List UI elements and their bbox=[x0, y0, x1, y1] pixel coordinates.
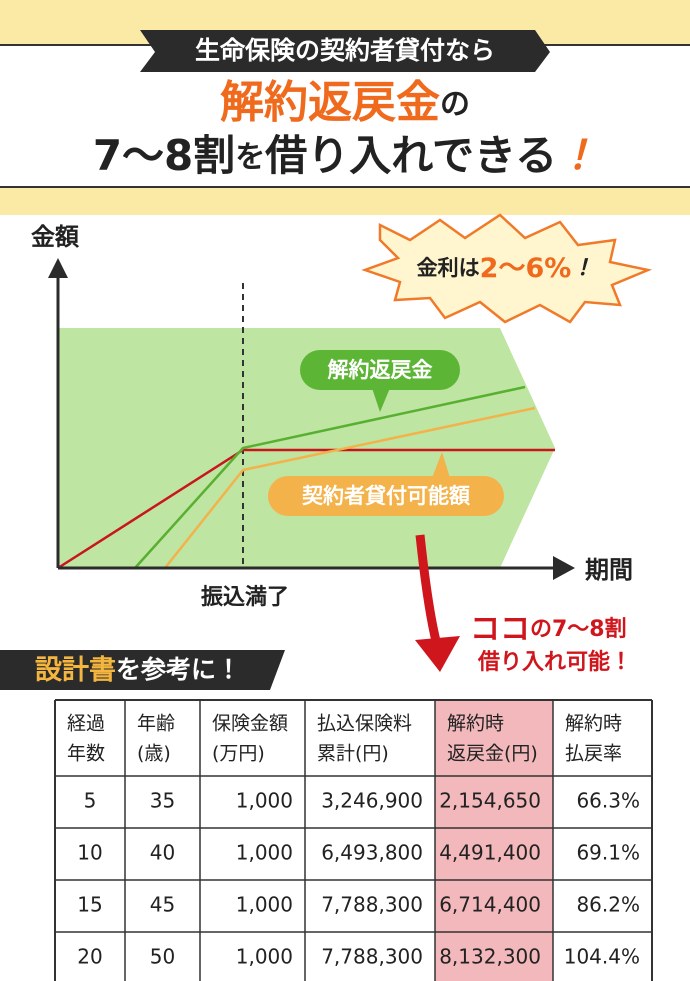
header-cell: 払戻率 bbox=[565, 743, 622, 765]
table-heading-part: 設計書 bbox=[35, 655, 116, 686]
callout-part: 金利は bbox=[417, 256, 480, 280]
loan-limit-line bbox=[57, 448, 555, 570]
header-cell: 累計(円) bbox=[317, 743, 389, 765]
cell: 40 bbox=[150, 841, 175, 865]
header-cell: 経過 bbox=[67, 713, 105, 735]
note-part: ココ bbox=[470, 612, 530, 647]
header-cell: 解約時 bbox=[565, 713, 622, 735]
cell: 1,000 bbox=[236, 789, 293, 813]
header-cell: 年数 bbox=[67, 743, 105, 765]
header-cell: (歳) bbox=[137, 743, 171, 765]
cell: 50 bbox=[150, 945, 175, 969]
header-cell: 保険金額 bbox=[212, 713, 288, 735]
header-cell: 返戻金(円) bbox=[447, 743, 538, 765]
title-part: ！ bbox=[557, 133, 597, 179]
y-arrow bbox=[48, 258, 68, 278]
callout-burst bbox=[361, 213, 653, 324]
marker-label: 振込満了 bbox=[201, 584, 289, 610]
surrender-line bbox=[134, 385, 526, 569]
cell: 7,788,300 bbox=[321, 893, 423, 917]
cell: 5 bbox=[84, 789, 97, 813]
header-cell: 払込保険料 bbox=[317, 713, 412, 735]
note-line-2: 借り入れ可能！ bbox=[477, 649, 632, 675]
header-cell: 解約時 bbox=[447, 713, 504, 735]
title-part: を bbox=[235, 140, 265, 175]
label-pill bbox=[300, 350, 460, 390]
label-pointer bbox=[432, 452, 450, 478]
cell: 69.1% bbox=[576, 841, 640, 865]
cell: 10 bbox=[77, 841, 102, 865]
note-line-1: ココの7～8割 bbox=[470, 612, 627, 647]
title-suffix: の bbox=[440, 87, 470, 122]
cell: 35 bbox=[150, 789, 175, 813]
title-part: 7～8割 bbox=[93, 131, 235, 180]
label-pointer bbox=[372, 388, 390, 412]
note-arrow-head bbox=[415, 636, 460, 672]
lending-line bbox=[164, 406, 536, 569]
cell: 4,491,400 bbox=[439, 841, 541, 865]
cell: 6,493,800 bbox=[321, 841, 423, 865]
cell: 86.2% bbox=[576, 893, 640, 917]
table-heading: 設計書を参考に！ bbox=[35, 655, 241, 686]
title-highlight: 解約返戻金 bbox=[220, 77, 440, 128]
note-part: の7～8割 bbox=[530, 617, 627, 642]
header-cell: (万円) bbox=[212, 743, 265, 765]
cell: 1,000 bbox=[236, 893, 293, 917]
note-arrow bbox=[415, 534, 442, 647]
cell: 15 bbox=[77, 893, 102, 917]
title-line-1: 解約返戻金の bbox=[220, 77, 470, 128]
line-label: 解約返戻金 bbox=[327, 358, 433, 382]
y-axis-label: 金額 bbox=[31, 223, 80, 251]
badge-shape bbox=[140, 30, 550, 72]
table-heading-part: を参考に！ bbox=[116, 655, 241, 684]
cell: 8,132,300 bbox=[439, 945, 541, 969]
header-cell: 年齢 bbox=[137, 713, 175, 735]
highlight-column bbox=[435, 700, 553, 981]
cell: 7,788,300 bbox=[321, 945, 423, 969]
x-axis-label: 期間 bbox=[585, 556, 633, 584]
callout: 金利は2～6%！ bbox=[417, 253, 594, 284]
callout-part: ！ bbox=[571, 256, 593, 281]
cell: 3,246,900 bbox=[321, 789, 423, 813]
cell: 6,714,400 bbox=[439, 893, 541, 917]
cell: 20 bbox=[77, 945, 102, 969]
cell: 66.3% bbox=[576, 789, 640, 813]
line-label: 契約者貸付可能額 bbox=[302, 484, 471, 508]
cell: 2,154,650 bbox=[439, 789, 541, 813]
callout-part: 2～6% bbox=[480, 253, 572, 284]
cell: 1,000 bbox=[236, 841, 293, 865]
cell: 45 bbox=[150, 893, 175, 917]
title-line-2: 7～8割を借り入れできる！ bbox=[93, 131, 597, 180]
label-pill bbox=[268, 476, 504, 516]
title-part: 借り入れできる bbox=[264, 131, 557, 180]
cell: 104.4% bbox=[564, 945, 640, 969]
table-heading-shape bbox=[0, 650, 285, 690]
badge-text: 生命保険の契約者貸付なら bbox=[195, 36, 495, 65]
x-arrow bbox=[553, 556, 575, 580]
cell: 1,000 bbox=[236, 945, 293, 969]
